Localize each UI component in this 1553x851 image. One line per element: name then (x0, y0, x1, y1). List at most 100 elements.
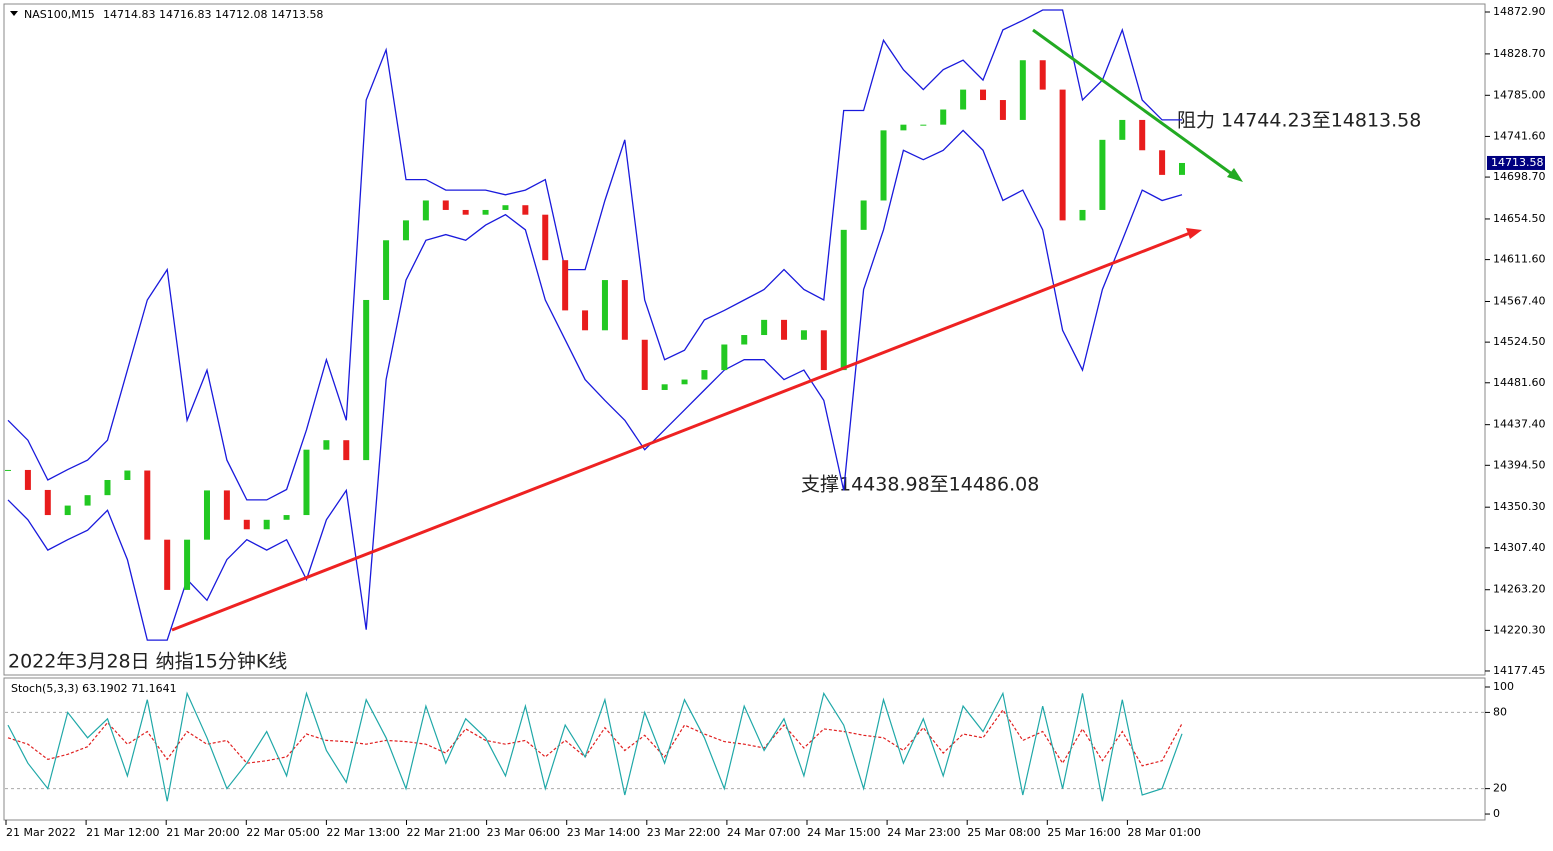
ohlc: 14714.83 14716.83 14712.08 14713.58 (103, 8, 323, 21)
symbol: NAS100,M15 (24, 8, 95, 21)
candle (940, 109, 947, 125)
x-tick-label: 23 Mar 06:00 (487, 826, 560, 839)
y-tick-label: 100 (1493, 680, 1514, 693)
x-tick-label: 28 Mar 01:00 (1127, 826, 1200, 839)
candle (1039, 60, 1046, 90)
y-tick-label: 14481.60 (1493, 376, 1546, 389)
x-tick-label: 24 Mar 07:00 (727, 826, 800, 839)
y-tick-label: 14785.00 (1493, 88, 1546, 101)
candle (840, 229, 847, 371)
candle (681, 379, 688, 385)
stoch-label: Stoch(5,3,3) 63.1902 71.1641 (11, 682, 177, 695)
candle (601, 280, 608, 331)
candle (243, 519, 250, 530)
candle (164, 539, 171, 590)
candle (741, 335, 748, 345)
candle (1079, 209, 1086, 221)
candle (860, 200, 867, 230)
x-tick-label: 25 Mar 08:00 (967, 826, 1040, 839)
candle (701, 370, 708, 380)
y-tick-label: 14524.50 (1493, 335, 1546, 348)
candle (323, 440, 330, 450)
signal-values (7, 708, 1183, 767)
candle (1019, 60, 1026, 120)
last-price-box (1487, 155, 1545, 170)
candle (800, 330, 807, 340)
candle (124, 470, 131, 480)
candle (203, 490, 210, 540)
candle (781, 319, 788, 340)
candle (721, 344, 728, 371)
candle (960, 89, 967, 110)
y-tick-label: 20 (1493, 782, 1507, 795)
x-tick-label: 24 Mar 15:00 (807, 826, 880, 839)
candle (761, 319, 768, 336)
candle (1159, 150, 1166, 175)
last-price: 14713.58 (1491, 156, 1544, 169)
candle (502, 205, 509, 210)
y-tick-label: 14307.40 (1493, 541, 1546, 554)
candle (900, 124, 907, 131)
candle (641, 339, 648, 390)
x-tick-label: 22 Mar 05:00 (246, 826, 319, 839)
candle (980, 89, 987, 101)
candle (144, 470, 151, 540)
candle (820, 330, 827, 371)
candle (522, 205, 529, 215)
y-tick-label: 14741.60 (1493, 129, 1546, 142)
candle (363, 299, 370, 461)
candle (283, 515, 290, 520)
candle (462, 209, 469, 215)
upper-band (7, 9, 1182, 501)
y-tick-label: 14263.20 (1493, 583, 1546, 596)
candle (303, 449, 310, 516)
candle (442, 200, 449, 210)
candle (402, 220, 409, 241)
support-arrow (1186, 228, 1202, 239)
candle (880, 130, 887, 201)
x-tick-label: 21 Mar 20:00 (166, 826, 239, 839)
x-tick-label: 21 Mar 12:00 (86, 826, 159, 839)
x-tick-label: 25 Mar 16:00 (1047, 826, 1120, 839)
y-tick-label: 14567.40 (1493, 294, 1546, 307)
resistance-arrow (1227, 168, 1243, 182)
candle (1179, 162, 1185, 175)
candle (5, 469, 11, 471)
y-tick-label: 14220.30 (1493, 623, 1546, 636)
candle (64, 505, 71, 516)
candle (1139, 119, 1146, 151)
candle (1119, 119, 1126, 140)
candle (920, 124, 927, 126)
candle (184, 539, 191, 590)
x-tick-label: 23 Mar 22:00 (647, 826, 720, 839)
marks (5, 9, 1484, 802)
candle (621, 280, 628, 340)
y-tick-label: 0 (1493, 807, 1500, 820)
y-tick-label: 14611.60 (1493, 253, 1546, 266)
support-trendline (171, 231, 1191, 632)
x-tick-label: 24 Mar 23:00 (887, 826, 960, 839)
x-tick-label: 22 Mar 21:00 (407, 826, 480, 839)
candle (582, 310, 589, 331)
y-tick-label: 14828.70 (1493, 47, 1546, 60)
candle (84, 495, 91, 506)
resistance-note: 阻力 14744.23至14813.58 (1177, 110, 1421, 132)
candle (223, 490, 230, 520)
x-tick-label: 22 Mar 13:00 (326, 826, 399, 839)
stoch-panel (3, 677, 1486, 821)
candle (661, 384, 668, 390)
resistance-trendline (1032, 28, 1233, 176)
candle (1099, 139, 1106, 210)
y-tick-label: 14437.40 (1493, 418, 1546, 431)
candle (542, 214, 549, 261)
candle (44, 489, 51, 516)
x-tick-label: 23 Mar 14:00 (567, 826, 640, 839)
y-tick-label: 14350.30 (1493, 500, 1546, 513)
candle (343, 440, 350, 461)
candle (263, 519, 270, 530)
y-tick-label: 14394.50 (1493, 458, 1546, 471)
y-tick-label: 14177.45 (1493, 664, 1546, 677)
y-tick-label: 14698.70 (1493, 170, 1546, 183)
lower-band (7, 129, 1183, 641)
